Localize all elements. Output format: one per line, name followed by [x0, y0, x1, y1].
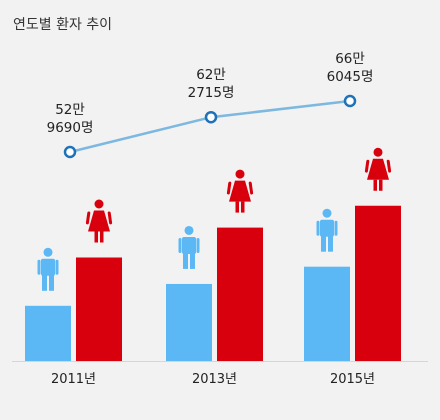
bar-male-2011 — [25, 305, 71, 361]
bar-male-2015 — [304, 266, 350, 361]
bar-female-2015 — [355, 205, 401, 361]
trend-label-2015-1: 66만 — [335, 51, 365, 67]
trend-point-2013 — [204, 110, 218, 124]
bar-female-2011 — [76, 257, 122, 361]
trend-point-2015 — [343, 94, 357, 108]
trend-label-2011-2: 9690명 — [47, 120, 94, 136]
trend-label-2011-1: 52만 — [55, 102, 85, 118]
trend-line — [69, 99, 351, 154]
female-figure-icon-2011 — [85, 199, 113, 243]
male-figure-icon-2013 — [178, 225, 200, 269]
bar-female-2013 — [217, 227, 263, 361]
x-tick-label-2011: 2011년 — [51, 372, 96, 387]
trend-label-2013-1: 62만 — [196, 67, 226, 83]
chart-title: 연도별 환자 추이 — [13, 17, 112, 33]
male-figure-icon-2011 — [37, 247, 59, 291]
bar-male-2013 — [166, 283, 212, 361]
trend-point-2011 — [63, 145, 77, 159]
x-tick-label-2013: 2013년 — [192, 372, 237, 387]
trend-label-2015-2: 6045명 — [327, 69, 374, 85]
female-figure-icon-2015 — [364, 147, 392, 191]
x-tick-label-2015: 2015년 — [330, 372, 375, 387]
female-figure-icon-2013 — [226, 169, 254, 213]
trend-label-2013-2: 2715명 — [188, 85, 235, 101]
male-figure-icon-2015 — [316, 208, 338, 252]
